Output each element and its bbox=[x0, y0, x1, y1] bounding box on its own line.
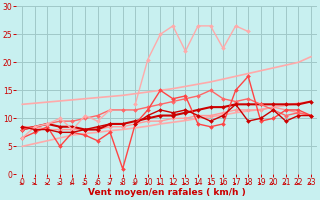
X-axis label: Vent moyen/en rafales ( km/h ): Vent moyen/en rafales ( km/h ) bbox=[88, 188, 245, 197]
